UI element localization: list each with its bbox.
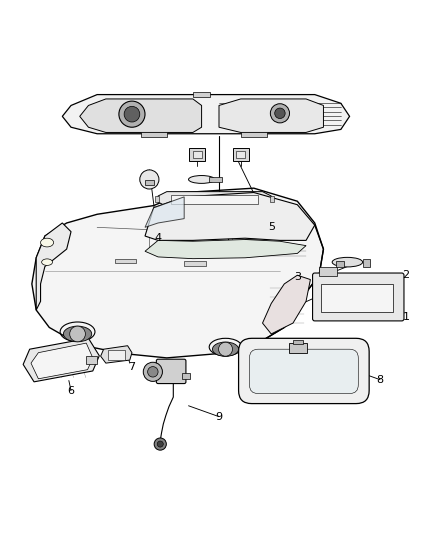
Bar bbox=[237, 151, 245, 158]
Bar bbox=[171, 195, 258, 204]
Polygon shape bbox=[31, 343, 93, 379]
Bar bbox=[363, 259, 371, 266]
Bar bbox=[189, 148, 205, 161]
Bar bbox=[336, 261, 344, 268]
Circle shape bbox=[119, 101, 145, 127]
Bar bbox=[193, 92, 210, 97]
Text: 8: 8 bbox=[377, 375, 384, 385]
Circle shape bbox=[70, 326, 85, 342]
Text: 3: 3 bbox=[294, 272, 301, 282]
Bar bbox=[145, 180, 154, 184]
Circle shape bbox=[270, 104, 290, 123]
Bar bbox=[209, 177, 222, 182]
Polygon shape bbox=[80, 99, 201, 133]
Bar bbox=[289, 343, 307, 353]
Polygon shape bbox=[101, 346, 132, 363]
Circle shape bbox=[148, 367, 158, 377]
Bar bbox=[193, 151, 201, 158]
Bar bbox=[270, 197, 274, 201]
Ellipse shape bbox=[41, 238, 53, 247]
Text: 6: 6 bbox=[67, 385, 74, 395]
Polygon shape bbox=[32, 188, 323, 358]
Circle shape bbox=[124, 107, 140, 122]
Circle shape bbox=[140, 170, 159, 189]
Bar bbox=[115, 259, 136, 263]
Circle shape bbox=[143, 362, 162, 382]
Bar bbox=[86, 356, 97, 365]
Circle shape bbox=[154, 438, 166, 450]
Polygon shape bbox=[262, 275, 311, 334]
Polygon shape bbox=[23, 338, 99, 382]
Ellipse shape bbox=[42, 259, 53, 265]
Bar bbox=[184, 261, 206, 265]
Circle shape bbox=[157, 441, 163, 447]
Circle shape bbox=[219, 342, 233, 356]
Polygon shape bbox=[145, 197, 184, 228]
FancyBboxPatch shape bbox=[156, 359, 186, 384]
Polygon shape bbox=[158, 192, 271, 206]
Bar bbox=[321, 284, 393, 312]
Bar bbox=[293, 340, 303, 344]
Ellipse shape bbox=[212, 342, 239, 357]
Bar bbox=[141, 133, 167, 137]
Ellipse shape bbox=[332, 257, 363, 267]
Bar bbox=[108, 351, 125, 360]
Text: 5: 5 bbox=[268, 222, 275, 232]
Bar bbox=[319, 268, 336, 276]
FancyBboxPatch shape bbox=[313, 273, 404, 321]
Bar bbox=[233, 148, 249, 161]
Polygon shape bbox=[36, 223, 71, 310]
Polygon shape bbox=[219, 99, 323, 133]
Text: 7: 7 bbox=[128, 361, 135, 372]
Text: 4: 4 bbox=[155, 233, 162, 243]
FancyBboxPatch shape bbox=[239, 338, 369, 403]
Polygon shape bbox=[145, 192, 315, 240]
Bar bbox=[155, 197, 159, 201]
Bar bbox=[241, 133, 267, 137]
Text: 9: 9 bbox=[215, 411, 223, 422]
Text: 1: 1 bbox=[403, 312, 410, 321]
Circle shape bbox=[275, 108, 285, 118]
Polygon shape bbox=[145, 239, 306, 259]
FancyBboxPatch shape bbox=[250, 349, 358, 393]
Ellipse shape bbox=[64, 326, 92, 342]
Polygon shape bbox=[62, 94, 350, 134]
Ellipse shape bbox=[188, 175, 215, 183]
Text: 2: 2 bbox=[403, 270, 410, 280]
Bar bbox=[182, 373, 190, 379]
